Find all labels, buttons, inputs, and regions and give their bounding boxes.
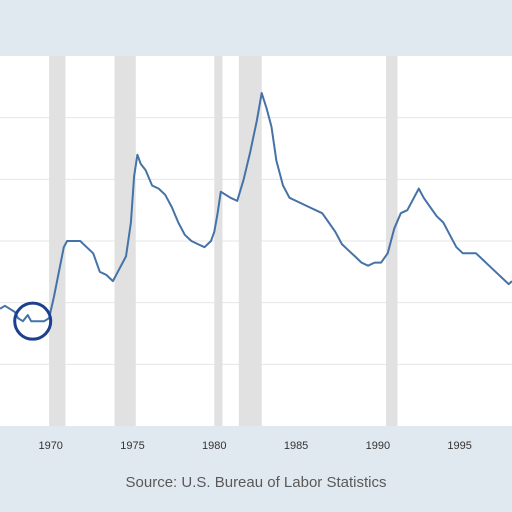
recession-band	[114, 56, 136, 426]
plot-area	[0, 56, 512, 426]
highlight-layer	[13, 301, 53, 341]
x-axis: 1970 1975 1980 1985 1990 1995	[38, 440, 471, 452]
chart-header-band	[0, 0, 512, 56]
x-tick-label: 1970	[38, 440, 62, 452]
source-note: Source: U.S. Bureau of Labor Statistics	[125, 474, 387, 491]
highlight-circle	[13, 301, 53, 341]
series-layer	[0, 92, 512, 323]
series-line	[0, 92, 512, 323]
recession-band	[49, 56, 66, 426]
x-tick-label: 1985	[284, 440, 308, 452]
x-tick-label: 1980	[202, 440, 226, 452]
x-axis-ticks: 1970 1975 1980 1985 1990 1995	[38, 440, 471, 452]
x-tick-label: 1995	[447, 440, 471, 452]
recession-band	[214, 56, 223, 426]
recession-band	[238, 56, 262, 426]
x-tick-label: 1990	[366, 440, 390, 452]
x-tick-label: 1975	[120, 440, 144, 452]
line-chart	[0, 56, 512, 426]
